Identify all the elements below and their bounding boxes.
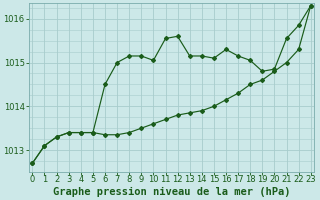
X-axis label: Graphe pression niveau de la mer (hPa): Graphe pression niveau de la mer (hPa) <box>53 186 290 197</box>
